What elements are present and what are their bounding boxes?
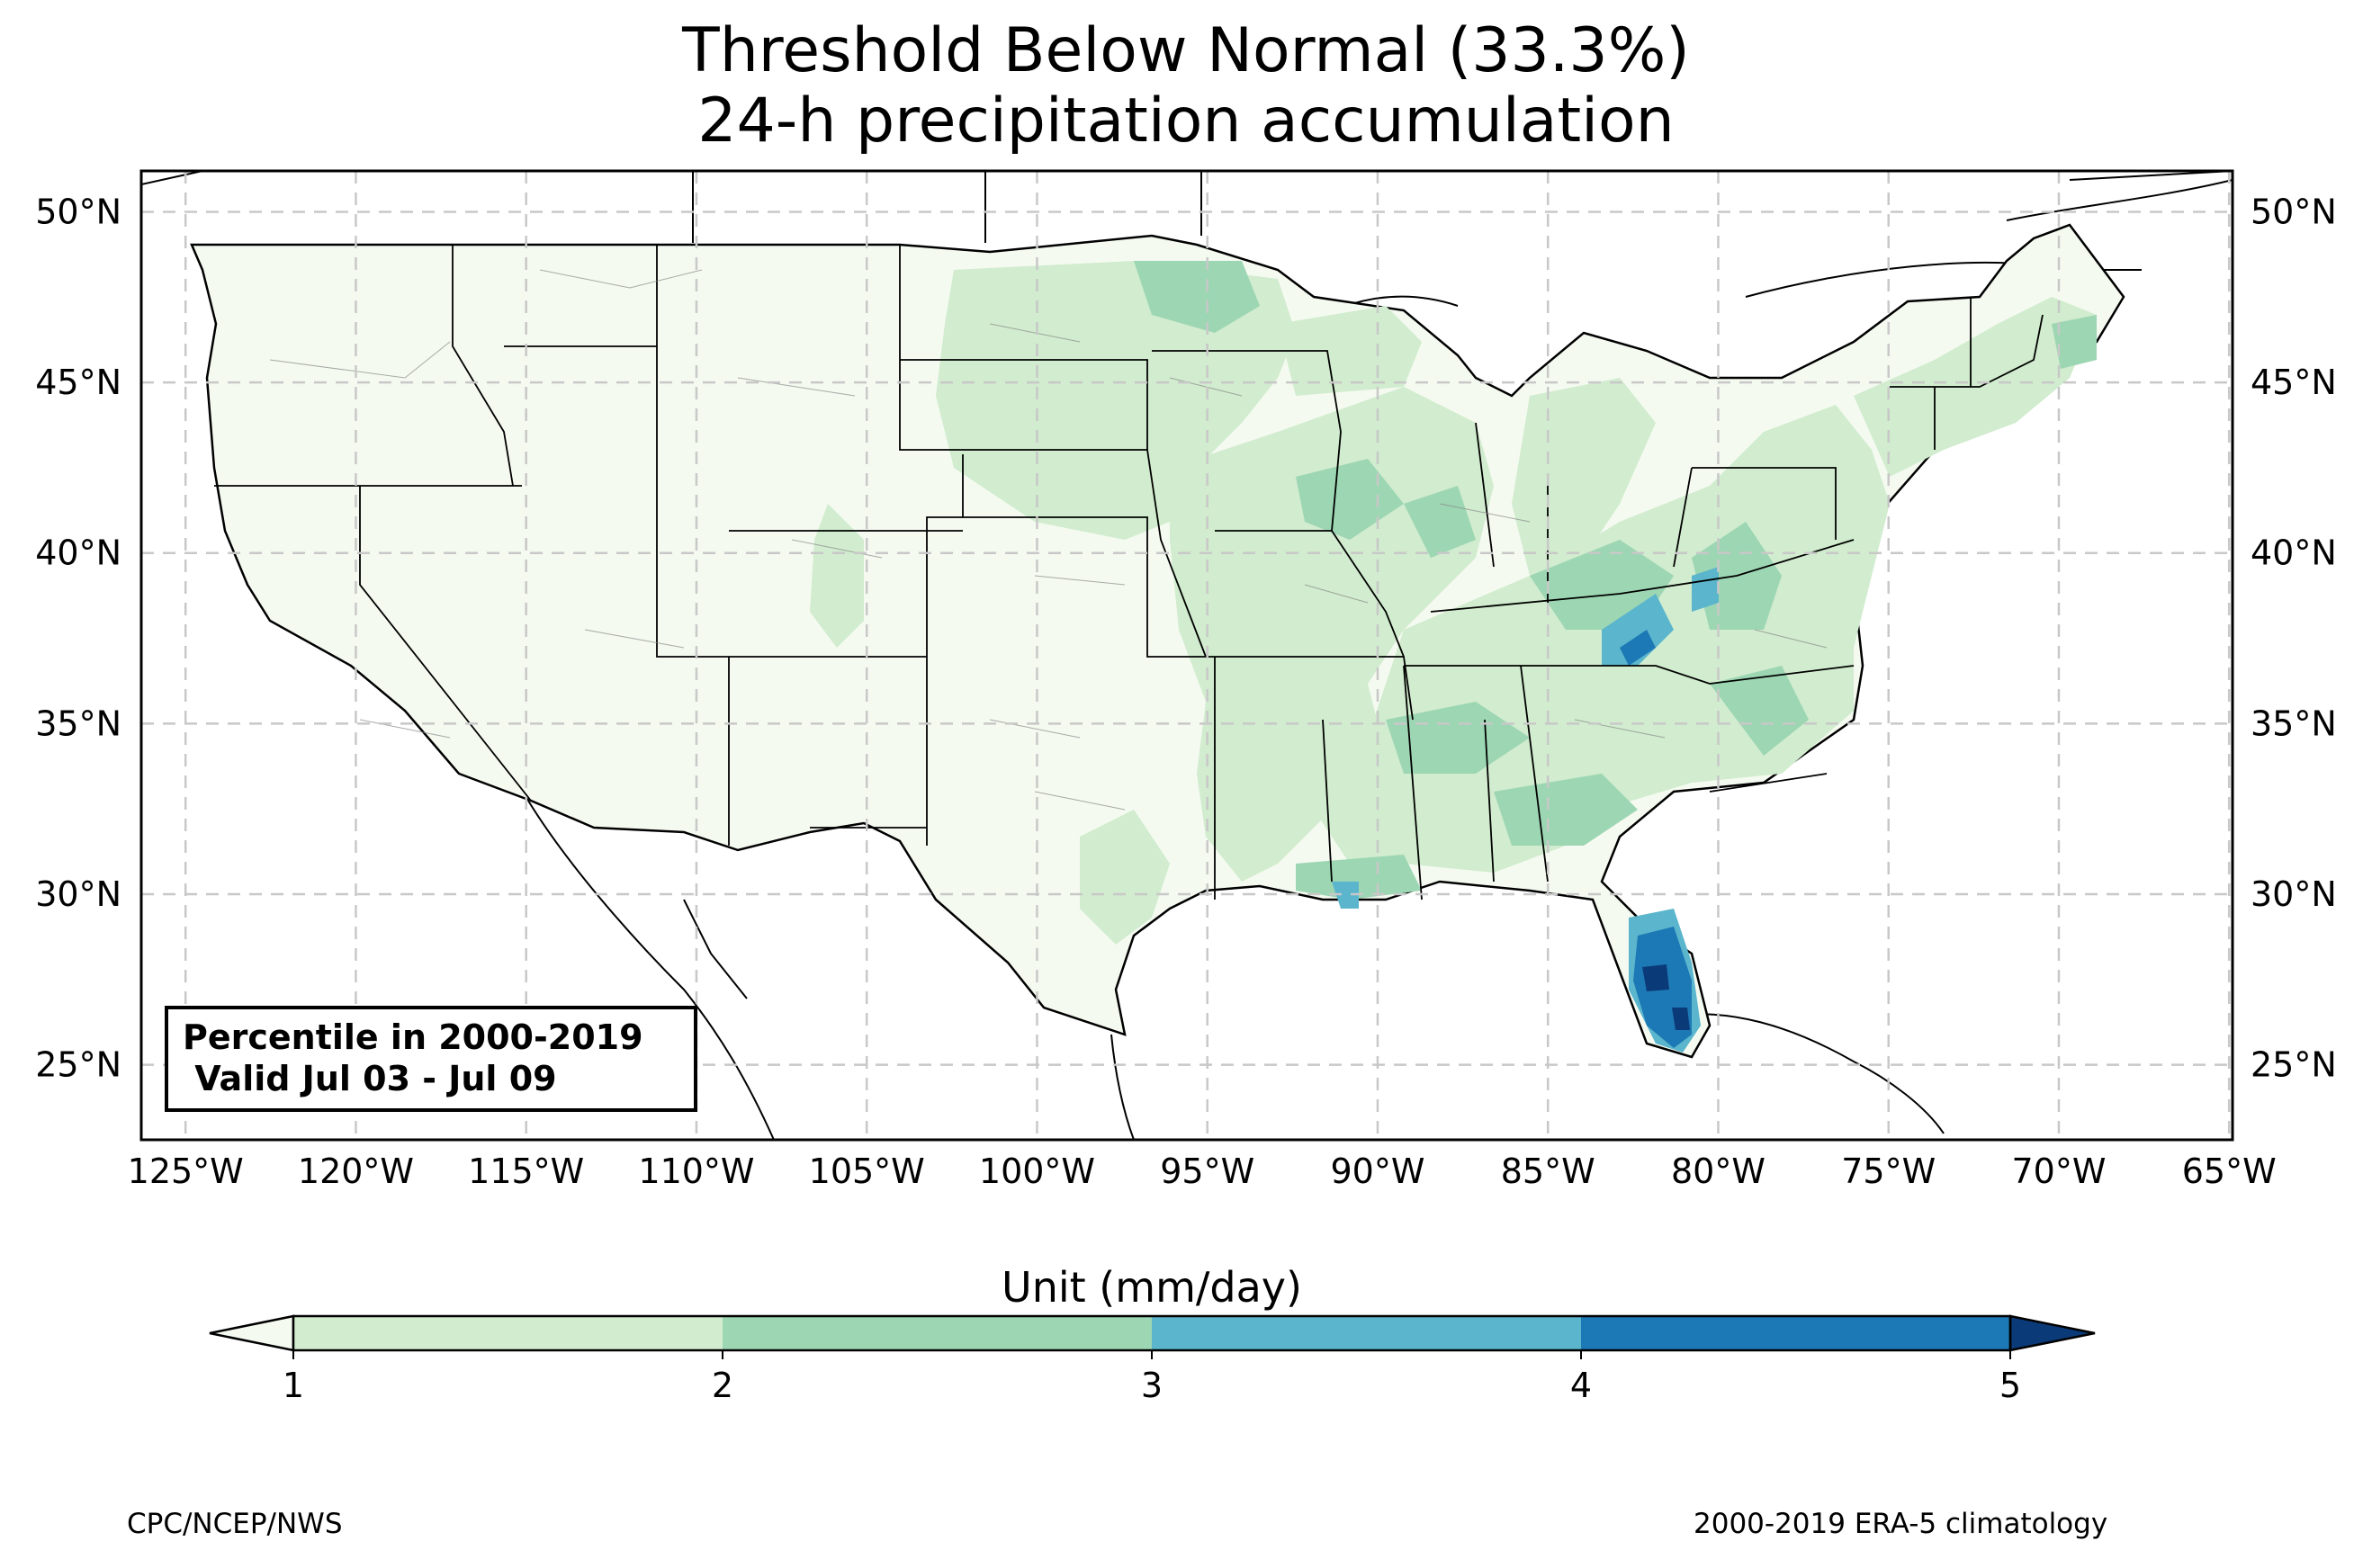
lat-tick-label-left: 40°N bbox=[35, 533, 121, 573]
lon-tick-label: 100°W bbox=[979, 1151, 1095, 1191]
info-line-2: Valid Jul 03 - Jul 09 bbox=[183, 1059, 557, 1098]
lat-tick-label-left: 50°N bbox=[35, 193, 121, 232]
credit-right: 2000-2019 ERA-5 climatology bbox=[1694, 1508, 2108, 1540]
colorbar-tick-label: 1 bbox=[283, 1366, 304, 1405]
lat-tick-label-right: 45°N bbox=[2251, 363, 2337, 402]
lon-tick-label: 120°W bbox=[298, 1151, 414, 1191]
lon-tick-label: 110°W bbox=[638, 1151, 754, 1191]
longitude-labels: 125°W 120°W 115°W 110°W 105°W 100°W 95°W 90°W 85… bbox=[128, 1151, 2277, 1191]
lat-tick-label-right: 25°N bbox=[2251, 1045, 2337, 1085]
lon-tick-label: 95°W bbox=[1160, 1151, 1254, 1191]
colorbar-segment bbox=[1581, 1316, 2010, 1350]
colorbar-tick-label: 3 bbox=[1141, 1366, 1163, 1405]
lon-tick-label: 75°W bbox=[1841, 1151, 1936, 1191]
colorbar-segment bbox=[723, 1316, 1152, 1350]
credit-left: CPC/NCEP/NWS bbox=[127, 1508, 343, 1540]
map-frame bbox=[139, 169, 2234, 1142]
latitude-labels: 50°N 50°N 45°N 45°N 40°N 40°N 35°N 35°N 30°N 30°N… bbox=[35, 193, 2337, 1085]
cuba-coastline bbox=[1673, 1013, 1945, 1134]
lat-tick-label-left: 30°N bbox=[35, 874, 121, 914]
map-panel bbox=[141, 171, 2233, 1140]
info-box: Percentile in 2000-2019 Valid Jul 03 - J… bbox=[165, 1006, 697, 1112]
lat-tick-label-left: 35°N bbox=[35, 703, 121, 743]
lon-tick-label: 65°W bbox=[2182, 1151, 2277, 1191]
lat-tick-label-left: 45°N bbox=[35, 363, 121, 402]
lat-tick-label-right: 30°N bbox=[2251, 874, 2337, 914]
lon-tick-label: 105°W bbox=[809, 1151, 925, 1191]
lon-tick-label: 90°W bbox=[1330, 1151, 1424, 1191]
title-line-1: Threshold Below Normal (33.3%) bbox=[682, 15, 1690, 86]
lon-tick-label: 125°W bbox=[128, 1151, 244, 1191]
info-line-1: Percentile in 2000-2019 bbox=[183, 1017, 643, 1057]
map-title: Threshold Below Normal (33.3%) 24-h prec… bbox=[0, 16, 2372, 157]
lat-tick-label-right: 35°N bbox=[2251, 703, 2337, 743]
lat-tick-label-left: 25°N bbox=[35, 1045, 121, 1085]
colorbar-label: Unit (mm/day) bbox=[1002, 1263, 1302, 1312]
colorbar-segment bbox=[1152, 1316, 1581, 1350]
colorbar-segment bbox=[293, 1316, 723, 1350]
lon-tick-label: 80°W bbox=[1671, 1151, 1766, 1191]
title-line-2: 24-h precipitation accumulation bbox=[697, 85, 1675, 157]
precip-level-2to3 bbox=[1134, 261, 2097, 900]
canada-coastline bbox=[141, 171, 2233, 327]
precip-level-above-5 bbox=[1642, 964, 1690, 1030]
mexico-coastline bbox=[527, 800, 1135, 1140]
colorbar-tick-label: 2 bbox=[712, 1366, 733, 1405]
colorbar-tick-label: 4 bbox=[1570, 1366, 1592, 1405]
lat-tick-label-right: 50°N bbox=[2251, 193, 2337, 232]
colorbar: 1 2 3 4 5 bbox=[209, 1314, 2096, 1405]
gridlines bbox=[141, 171, 2233, 1140]
colorbar-extend-over bbox=[2008, 1314, 2096, 1352]
lon-tick-label: 115°W bbox=[468, 1151, 584, 1191]
lat-tick-label-right: 40°N bbox=[2251, 533, 2337, 573]
lon-tick-label: 70°W bbox=[2011, 1151, 2106, 1191]
colorbar-tick-label: 5 bbox=[1999, 1366, 2021, 1405]
lon-tick-label: 85°W bbox=[1501, 1151, 1595, 1191]
county-lines bbox=[269, 269, 1828, 811]
colorbar-extend-under bbox=[209, 1314, 295, 1352]
